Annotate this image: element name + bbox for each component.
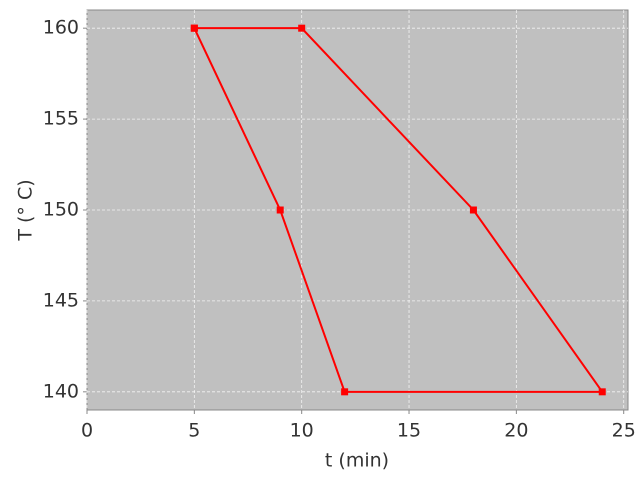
data-point <box>298 24 306 32</box>
data-point <box>341 388 349 396</box>
x-tick-label: 0 <box>81 420 93 442</box>
y-tick-label: 145 <box>43 289 79 311</box>
x-tick-label: 5 <box>188 420 200 442</box>
data-point <box>469 206 477 214</box>
data-point <box>276 206 284 214</box>
y-axis-label: T (° C) <box>15 179 37 241</box>
data-point <box>190 24 198 32</box>
y-tick-label: 155 <box>43 108 79 130</box>
y-tick-label: 150 <box>43 199 79 221</box>
x-tick-label: 20 <box>504 420 528 442</box>
x-axis-label: t (min) <box>325 450 389 472</box>
x-tick-label: 15 <box>397 420 421 442</box>
data-point <box>598 388 606 396</box>
y-tick-label: 140 <box>43 380 79 402</box>
x-tick-label: 25 <box>612 420 636 442</box>
x-tick-label: 10 <box>290 420 314 442</box>
y-tick-label: 160 <box>43 17 79 39</box>
